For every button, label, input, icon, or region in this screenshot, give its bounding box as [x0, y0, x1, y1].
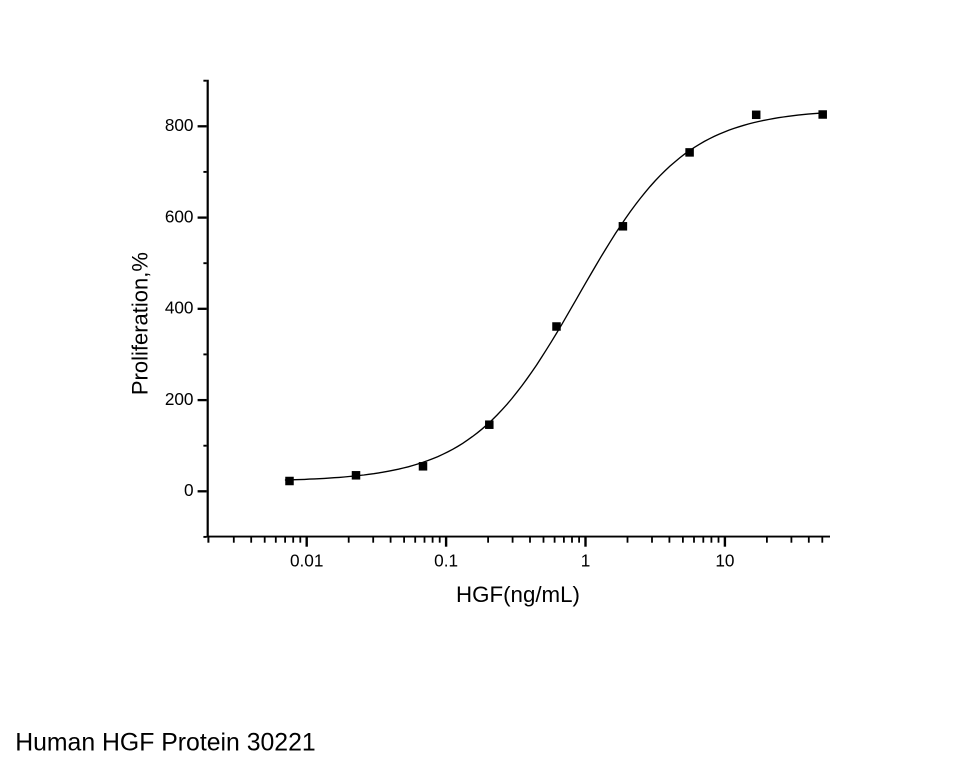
- svg-text:400: 400: [165, 298, 194, 318]
- svg-text:Human HGF Protein 30221: Human HGF Protein 30221: [15, 730, 315, 757]
- svg-text:200: 200: [165, 389, 194, 409]
- svg-text:600: 600: [165, 207, 194, 227]
- svg-text:Proliferation,%: Proliferation,%: [127, 252, 152, 395]
- svg-text:HGF(ng/mL): HGF(ng/mL): [456, 582, 580, 607]
- svg-text:1: 1: [581, 551, 591, 571]
- svg-text:800: 800: [165, 115, 194, 135]
- svg-text:0.01: 0.01: [290, 551, 323, 571]
- svg-text:0.1: 0.1: [434, 551, 458, 571]
- svg-text:0: 0: [184, 480, 194, 500]
- svg-text:10: 10: [715, 551, 734, 571]
